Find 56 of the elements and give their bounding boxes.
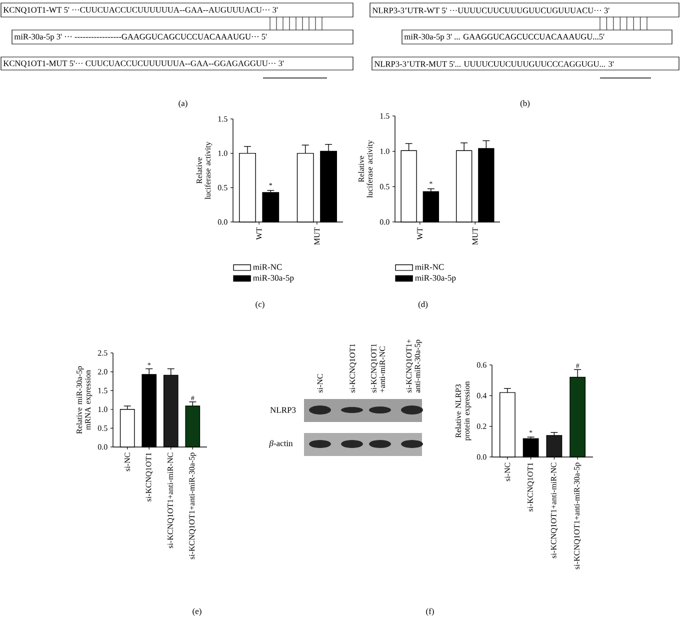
text: miR-30a-5p 3' ... GAAGGUCAGCUCCUACAAAUGU...5': [404, 34, 604, 42]
text: si-KCNQ1OT1 +anti-miR-NC: [371, 344, 385, 392]
y-axis-title: Relative luciferase activity: [358, 140, 374, 198]
y-tick-label: 2.0: [98, 369, 108, 374]
text: KCNQ1OT1-WT 5' ···CUUCUACCUCUUUUUUA--GAA--AUGUUUACU··· 3': [3, 7, 278, 14]
y-tick-label: 1.0: [380, 148, 390, 154]
text: si-KCNQ1OT1+ anti-miR-30a-5p: [406, 339, 422, 393]
x-tick-label: si-KCNQ1OT1+anti-miR-30a-5p: [574, 462, 582, 570]
x-tick-label: MUT: [314, 227, 320, 245]
y-axis-title: Relative miR-30a-5p mRNA expression: [76, 366, 92, 434]
y-tick-label: 0.0: [380, 219, 390, 225]
text: (e): [192, 608, 202, 616]
text: β-actin: [269, 440, 293, 448]
x-tick-label: si-NC: [124, 452, 130, 472]
y-tick-label: 0.5: [380, 184, 390, 190]
text: (f): [426, 608, 434, 616]
x-tick-label: si-KCNQ1OT1: [146, 452, 152, 502]
text: NLRP3: [270, 407, 296, 413]
text: KCNQ1OT1-MUT 5'··· CUUCUACCUCUUUUUUA--GAA--GGAGAGGUU··· 3': [3, 60, 284, 68]
x-tick-label: si-KCNQ1OT1: [528, 462, 534, 512]
x-tick-label: MUT: [472, 227, 478, 245]
y-tick-label: 0.5: [218, 184, 228, 190]
legend-label: miR-NC: [253, 264, 282, 270]
text: miR-30a-5p 3' ··· -----------------GAAGGUCAGCUCCUACAAAUGU··· 5': [14, 34, 267, 42]
legend-label: miR-30a-5p: [415, 274, 456, 282]
text: (d): [418, 301, 428, 309]
x-tick-label: si-KCNQ1OT1+anti-miR-NC: [550, 462, 558, 558]
x-tick-label: WT: [256, 227, 262, 240]
x-tick-label: si-NC: [504, 462, 510, 482]
y-tick-label: 0.0: [476, 454, 486, 460]
y-tick-label: 0.0: [218, 219, 228, 225]
legend-label: miR-NC: [415, 264, 444, 270]
y-tick-label: 2.5: [98, 350, 108, 356]
y-tick-label: 0.6: [476, 362, 486, 368]
y-tick-label: 0.4: [476, 392, 487, 398]
y-tick-label: 1.5: [380, 113, 390, 119]
text: si-KCNQ1OT1: [350, 344, 356, 392]
legend-label: miR-30a-5p: [253, 274, 294, 282]
text: NLRP3-3’UTR-MUT 5'... UUUUCUUCUUUGUUCCCAGGUGU... 3': [374, 61, 614, 67]
text: (b): [520, 100, 530, 108]
x-tick-label: si-KCNQ1OT1+anti-miR-NC: [168, 452, 174, 548]
y-tick-label: 0.0: [98, 444, 108, 450]
y-tick-label: 1.0: [218, 150, 228, 156]
y-tick-label: 1.5: [98, 388, 108, 394]
x-tick-label: WT: [417, 227, 423, 240]
y-axis-title: Relative luciferase activity: [196, 142, 212, 200]
text: NLRP3-3’UTR-WT 5' ···UUUUCUUCUUUGUUCUGUUUACU··· 3': [372, 8, 610, 14]
y-tick-label: 0.5: [98, 425, 108, 431]
text: (a): [178, 100, 188, 108]
text: (c): [256, 301, 264, 309]
text: si-NC: [317, 374, 323, 392]
y-tick-label: 1.0: [98, 406, 108, 412]
y-tick-label: 0.2: [476, 424, 486, 430]
y-axis-title: Relative NLRP3 protein expression: [455, 381, 472, 441]
x-tick-label: si-KCNQ1OT1+anti-miR-30a-5p: [189, 452, 196, 560]
y-tick-label: 1.5: [218, 116, 228, 122]
